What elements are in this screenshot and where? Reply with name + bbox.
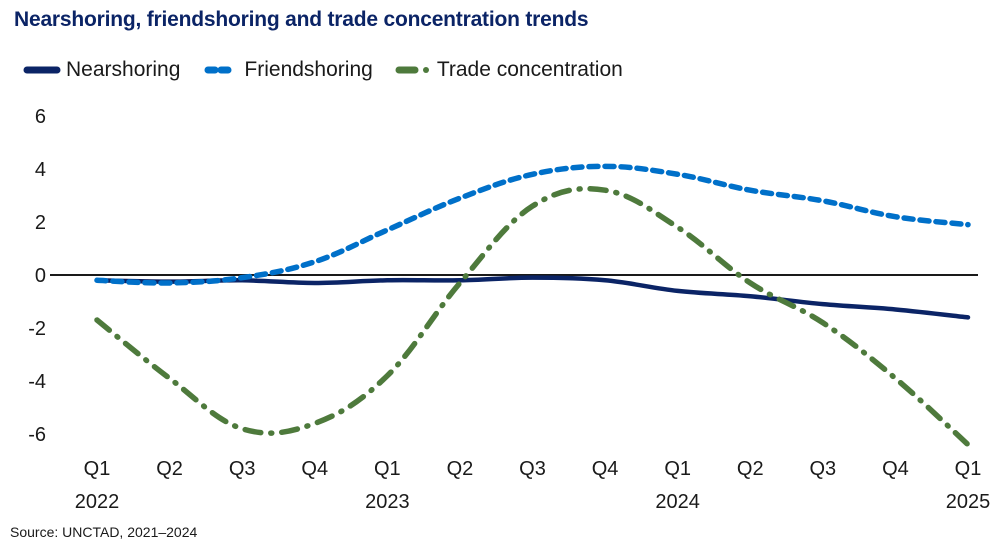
x-year-label: 2024 xyxy=(655,491,700,513)
y-tick-label: 6 xyxy=(35,106,46,128)
x-tick-label: Q3 xyxy=(809,458,836,480)
legend-swatch-nearshoring xyxy=(23,66,61,74)
x-tick-label: Q4 xyxy=(592,458,619,480)
y-tick-label: 2 xyxy=(35,212,46,234)
x-tick-label: Q2 xyxy=(447,458,474,480)
legend-item-friendshoring: Friendshoring xyxy=(200,58,373,82)
series-line-trade-concentration xyxy=(94,185,971,448)
x-tick-label: Q1 xyxy=(374,458,401,480)
x-tick-label: Q2 xyxy=(156,458,183,480)
series-line-nearshoring xyxy=(94,275,971,320)
legend-swatch-friendshoring xyxy=(204,66,238,74)
x-year-label: 2022 xyxy=(75,491,120,513)
x-tick-label: Q4 xyxy=(882,458,909,480)
legend-label-friendshoring: Friendshoring xyxy=(244,58,373,81)
x-axis: Q1 Q2 Q3 Q4 Q1 Q2 Q3 Q4 Q1 Q2 Q3 Q4 Q1 2022 2023 2024 20… xyxy=(75,458,991,513)
x-tick-label: Q3 xyxy=(519,458,546,480)
legend-label-trade-concentration: Trade concentration xyxy=(436,58,623,81)
x-tick-label: Q3 xyxy=(229,458,256,480)
source-note: Source: UNCTAD, 2021–2024 xyxy=(10,524,198,540)
y-tick-label: -4 xyxy=(28,371,46,393)
y-tick-label: 4 xyxy=(35,159,46,181)
legend-swatch-trade-concentration xyxy=(395,66,429,74)
y-tick-label: -2 xyxy=(28,318,46,340)
y-tick-label: -6 xyxy=(28,424,46,446)
x-tick-label: Q1 xyxy=(664,458,691,480)
legend-item-nearshoring: Nearshoring xyxy=(22,58,180,82)
series-line-friendshoring xyxy=(94,163,971,286)
x-tick-label: Q1 xyxy=(84,458,111,480)
series-group xyxy=(94,163,971,448)
x-tick-label: Q4 xyxy=(301,458,328,480)
chart-legend: Nearshoring Friendshoring Trade concentr… xyxy=(22,58,643,82)
legend-label-nearshoring: Nearshoring xyxy=(66,58,181,81)
chart-title: Nearshoring, friendshoring and trade con… xyxy=(14,8,589,31)
y-axis: 6 4 2 0 -2 -4 -6 xyxy=(28,106,46,446)
x-tick-label: Q2 xyxy=(737,458,764,480)
legend-item-trade-concentration: Trade concentration xyxy=(393,58,623,82)
x-year-label: 2025 xyxy=(946,491,991,513)
y-tick-label: 0 xyxy=(35,265,46,287)
x-tick-label: Q1 xyxy=(955,458,982,480)
x-year-label: 2023 xyxy=(365,491,410,513)
